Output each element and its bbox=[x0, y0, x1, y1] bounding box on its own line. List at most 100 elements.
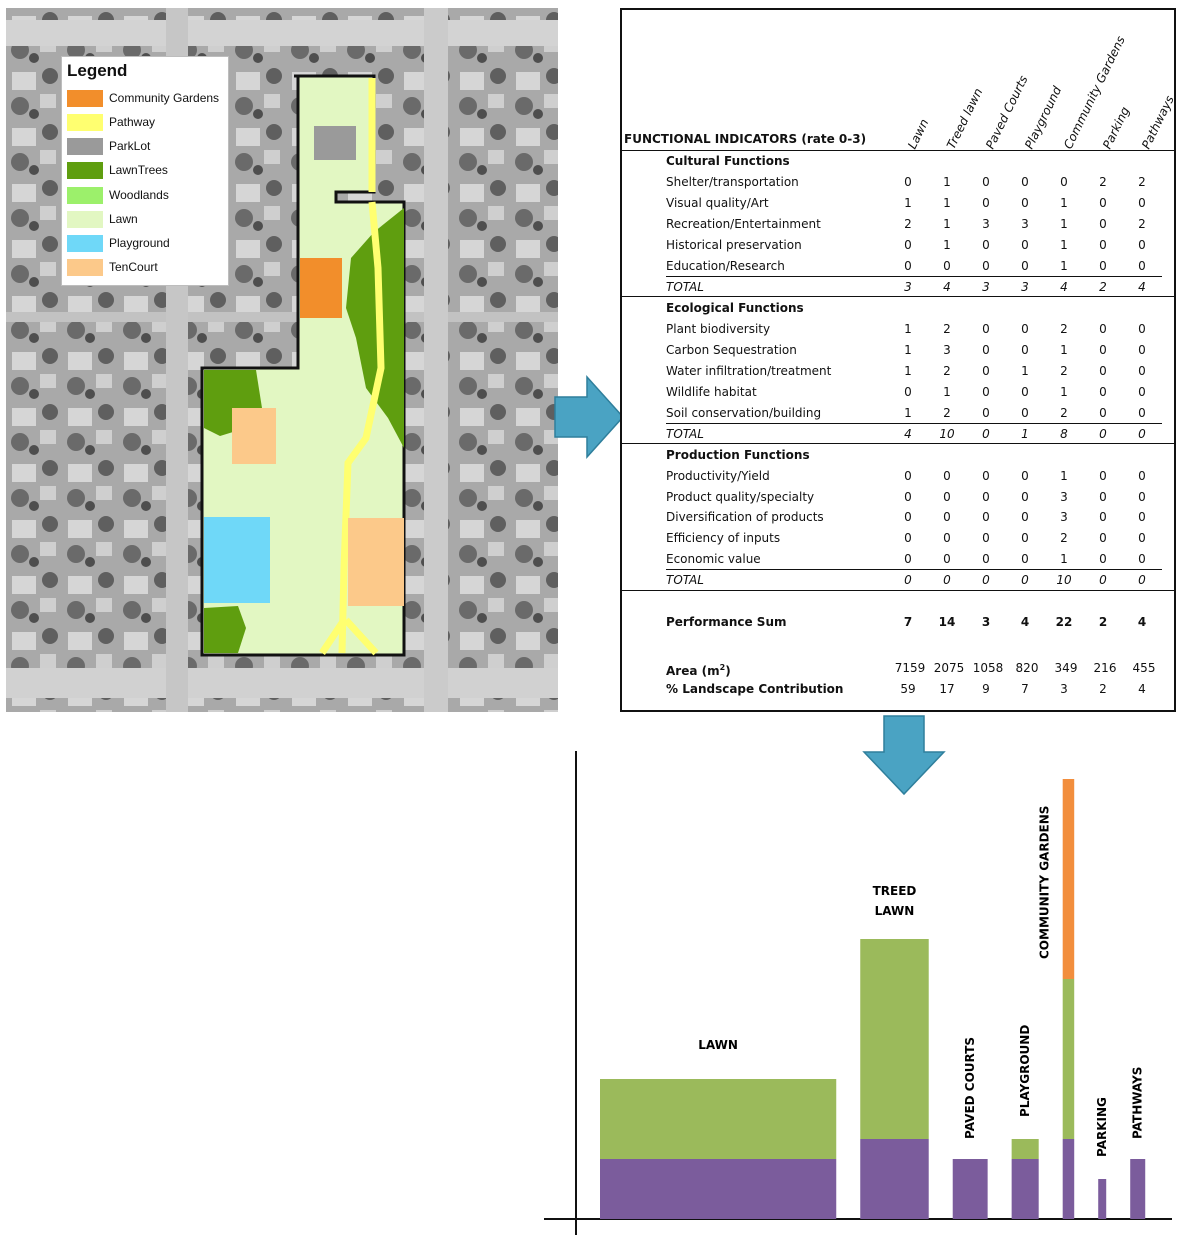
header-divider bbox=[622, 150, 1174, 151]
cell-value: 0 bbox=[982, 490, 990, 504]
bar-label: PARKING bbox=[1095, 1097, 1109, 1157]
bar-segment bbox=[952, 1159, 988, 1219]
row-label: Plant biodiversity bbox=[666, 322, 771, 336]
parking-lot bbox=[314, 126, 356, 160]
legend-label: LawnTrees bbox=[109, 163, 168, 177]
cell-value: 0 bbox=[943, 552, 951, 566]
cell-value: 1 bbox=[904, 364, 912, 378]
row-label: Carbon Sequestration bbox=[666, 343, 797, 357]
legend-swatch bbox=[67, 258, 103, 276]
cell-value: 0 bbox=[1138, 385, 1146, 399]
cell-value: 0 bbox=[1138, 364, 1146, 378]
cell-value: 2 bbox=[1099, 175, 1107, 189]
performance-sum-value: 3 bbox=[981, 615, 991, 629]
cell-value: 0 bbox=[982, 364, 990, 378]
bar-label: PATHWAYS bbox=[1131, 1067, 1145, 1139]
legend-item: LawnTrees bbox=[67, 160, 168, 180]
bar-label: COMMUNITY GARDENS bbox=[1037, 806, 1051, 959]
row-label: Efficiency of inputs bbox=[666, 531, 781, 545]
bar-segment bbox=[860, 1139, 929, 1219]
legend-swatch bbox=[67, 210, 103, 228]
cell-value: 0 bbox=[982, 531, 990, 545]
cell-value: 0 bbox=[982, 510, 990, 524]
cell-value: 0 bbox=[1138, 322, 1146, 336]
cell-value: 0 bbox=[1099, 406, 1107, 420]
legend-title: Legend bbox=[67, 61, 128, 80]
bar-label: TREED LAWN bbox=[873, 884, 917, 918]
cell-value: 1 bbox=[943, 385, 951, 399]
landscape-value: 59 bbox=[900, 682, 916, 696]
cell-value: 0 bbox=[1099, 217, 1107, 231]
cell-value: 0 bbox=[1021, 406, 1029, 420]
cell-value: 2 bbox=[1060, 364, 1068, 378]
cell-value: 2 bbox=[943, 406, 951, 420]
cell-value: 1 bbox=[943, 238, 951, 252]
column-header: Lawn bbox=[905, 116, 932, 152]
bar-labels: LAWN TREED LAWN PAVED COURTS PLAYGROUND COMMU… bbox=[698, 806, 1144, 1157]
total-value: 4 bbox=[1060, 280, 1068, 294]
bar-label: LAWN bbox=[698, 1038, 738, 1052]
cell-value: 0 bbox=[982, 322, 990, 336]
landscape-value: 9 bbox=[982, 682, 990, 696]
area-value: 349 bbox=[1054, 661, 1078, 675]
cell-value: 0 bbox=[943, 469, 951, 483]
total-value: 2 bbox=[1099, 280, 1107, 294]
legend-swatch bbox=[67, 89, 103, 107]
legend-swatch bbox=[67, 186, 103, 204]
cell-value: 0 bbox=[904, 175, 912, 189]
lawntrees-east bbox=[346, 208, 404, 448]
cell-value: 3 bbox=[1060, 490, 1068, 504]
performance-sum-value: 14 bbox=[938, 615, 956, 629]
legend-swatch bbox=[67, 113, 103, 131]
bar-segment bbox=[1130, 1159, 1146, 1219]
row-label: Diversification of products bbox=[666, 510, 824, 524]
bar-label: PAVED COURTS bbox=[963, 1037, 977, 1139]
section-divider bbox=[622, 296, 1174, 297]
cell-value: 0 bbox=[1138, 531, 1146, 545]
landscape-value: 17 bbox=[939, 682, 955, 696]
cell-value: 0 bbox=[1138, 343, 1146, 357]
performance-bar-chart: LAWN TREED LAWN PAVED COURTS PLAYGROUND COMMU… bbox=[544, 751, 1172, 1235]
cell-value: 0 bbox=[1099, 238, 1107, 252]
cell-value: 3 bbox=[1060, 510, 1068, 524]
cell-value: 0 bbox=[904, 259, 912, 273]
area-value: 216 bbox=[1093, 661, 1117, 675]
performance-sum-value: 7 bbox=[903, 615, 913, 629]
performance-sum-value: 4 bbox=[1020, 615, 1030, 629]
total-label: TOTAL bbox=[666, 427, 704, 441]
performance-sum-value: 2 bbox=[1098, 615, 1108, 629]
table-title: FUNCTIONAL INDICATORS (rate 0-3) bbox=[624, 132, 867, 146]
section-heading: Production Functions bbox=[666, 448, 810, 462]
landscape-contribution-label: % Landscape Contribution bbox=[666, 682, 844, 696]
total-rule bbox=[666, 569, 1162, 570]
cell-value: 0 bbox=[1138, 469, 1146, 483]
bars bbox=[600, 779, 1146, 1219]
cell-value: 1 bbox=[1060, 552, 1068, 566]
column-header: Playground bbox=[1022, 84, 1065, 152]
area-value: 2075 bbox=[933, 661, 965, 675]
cell-value: 0 bbox=[1099, 469, 1107, 483]
cell-value: 0 bbox=[904, 385, 912, 399]
total-value: 1 bbox=[1021, 427, 1029, 441]
column-header: Pathways bbox=[1139, 93, 1177, 152]
total-label: TOTAL bbox=[666, 573, 704, 587]
row-label: Historical preservation bbox=[666, 238, 802, 252]
cell-value: 1 bbox=[943, 217, 951, 231]
legend-label: TenCourt bbox=[109, 260, 158, 274]
cell-value: 0 bbox=[1099, 364, 1107, 378]
bar-segment bbox=[1098, 1179, 1107, 1219]
cell-value: 0 bbox=[982, 196, 990, 210]
area-value: 820 bbox=[1015, 661, 1039, 675]
cell-value: 2 bbox=[1060, 322, 1068, 336]
bar-segment bbox=[600, 1079, 837, 1159]
total-label: TOTAL bbox=[666, 280, 704, 294]
cell-value: 0 bbox=[1021, 552, 1029, 566]
cell-value: 0 bbox=[1099, 385, 1107, 399]
community-garden-plot bbox=[300, 258, 342, 318]
area-label: Area (m2) bbox=[666, 663, 731, 678]
legend-item: Pathway bbox=[67, 112, 155, 132]
cell-value: 1 bbox=[1060, 259, 1068, 273]
bar-segment bbox=[1011, 1139, 1039, 1159]
column-header: Parking bbox=[1100, 104, 1133, 152]
total-value: 0 bbox=[1099, 573, 1107, 587]
